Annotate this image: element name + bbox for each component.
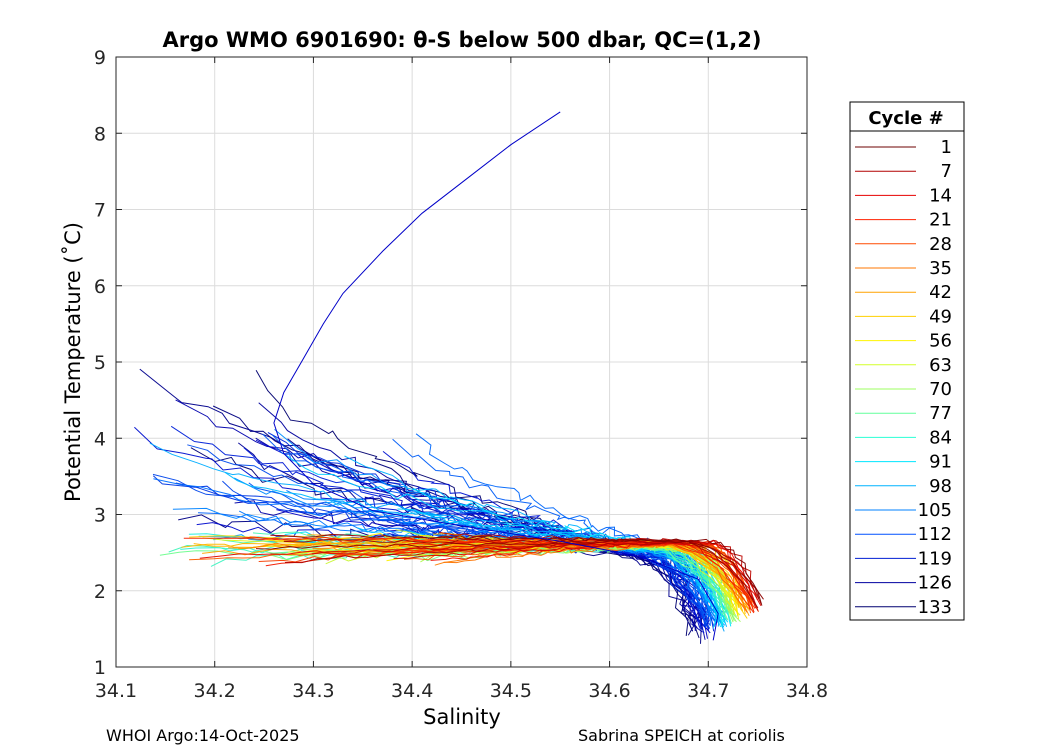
y-axis-label: Potential Temperature (˚C) <box>61 222 85 502</box>
legend-label: 42 <box>929 282 952 303</box>
x-tick-label: 34.4 <box>391 680 433 702</box>
legend-label: 119 <box>918 548 952 569</box>
x-tick-label: 34.7 <box>687 680 729 702</box>
profile-lines <box>134 111 764 644</box>
x-tick-label: 34.5 <box>490 680 532 702</box>
legend-label: 133 <box>918 597 952 618</box>
legend-label: 35 <box>929 258 952 279</box>
profile-line-cycle-106 <box>175 482 708 627</box>
footer-source: WHOI Argo:14-Oct-2025 <box>106 726 300 745</box>
legend-label: 126 <box>918 573 952 594</box>
x-tick-label: 34.6 <box>588 680 630 702</box>
legend-label: 49 <box>929 306 952 327</box>
profile-line-cycle-13 <box>183 536 755 613</box>
x-axis-label: Salinity <box>423 705 501 729</box>
legend-label: 21 <box>929 210 952 231</box>
legend-label: 14 <box>929 185 952 206</box>
y-tick-label: 9 <box>94 47 106 69</box>
legend-label: 1 <box>941 137 952 158</box>
legend-label: 56 <box>929 331 952 352</box>
profile-line-cycle-81 <box>224 471 718 626</box>
footer-credit: Sabrina SPEICH at coriolis <box>578 726 785 745</box>
y-tick-label: 8 <box>94 123 106 145</box>
legend-label: 112 <box>918 524 952 545</box>
profile-line-cycle-89 <box>233 477 717 614</box>
profile-line-excursion <box>273 111 719 641</box>
legend-box <box>849 101 965 621</box>
y-tick-label: 2 <box>94 581 106 603</box>
legend-label: 91 <box>929 452 952 473</box>
legend-title: Cycle # <box>868 108 943 129</box>
legend-label: 105 <box>918 500 952 521</box>
profile-line-cycle-130 <box>212 405 694 632</box>
profile-line-cycle-4 <box>283 538 760 599</box>
y-tick-label: 4 <box>94 428 106 450</box>
profile-line-cycle-19 <box>404 541 754 611</box>
profile-line-cycle-97 <box>392 438 717 623</box>
x-tick-label: 34.2 <box>194 680 236 702</box>
x-tick-label: 34.1 <box>95 680 137 702</box>
y-tick-label: 6 <box>94 276 106 298</box>
profile-line-cycle-1 <box>413 535 763 606</box>
profile-line-cycle-2 <box>255 539 764 600</box>
profile-line-cycle-93 <box>153 478 717 624</box>
y-tick-label: 3 <box>94 505 106 527</box>
axis-ticks: 34.1 34.2 34.3 34.4 34.5 34.6 34.7 34.8 1 2 3 4 5 6 7 8… <box>94 47 828 702</box>
x-tick-label: 34.3 <box>292 680 334 702</box>
profile-line-cycle-83 <box>149 442 724 628</box>
legend-label: 70 <box>929 379 952 400</box>
profile-line-cycle-78 <box>285 454 720 629</box>
profile-line-cycle-127 <box>287 438 701 629</box>
profile-line-cycle-8 <box>393 540 758 600</box>
profile-line-cycle-17 <box>365 540 760 613</box>
profile-line-cycle-102 <box>152 473 715 628</box>
x-tick-label: 34.8 <box>786 680 828 702</box>
legend-label: 28 <box>929 234 952 255</box>
legend-label: 98 <box>929 476 952 497</box>
legend: Cycle # 1 7 14 21 28 35 42 49 56 63 70 77 84 91 98 105 1… <box>849 101 965 621</box>
y-tick-label: 5 <box>94 352 106 374</box>
legend-label: 7 <box>941 161 952 182</box>
y-tick-label: 7 <box>94 200 106 222</box>
legend-label: 63 <box>929 355 952 376</box>
legend-label: 77 <box>929 403 952 424</box>
y-tick-label: 1 <box>94 657 106 679</box>
chart-title: Argo WMO 6901690: θ-S below 500 dbar, QC… <box>163 28 762 52</box>
profile-line-cycle-9 <box>199 539 762 607</box>
legend-label: 84 <box>929 427 952 448</box>
